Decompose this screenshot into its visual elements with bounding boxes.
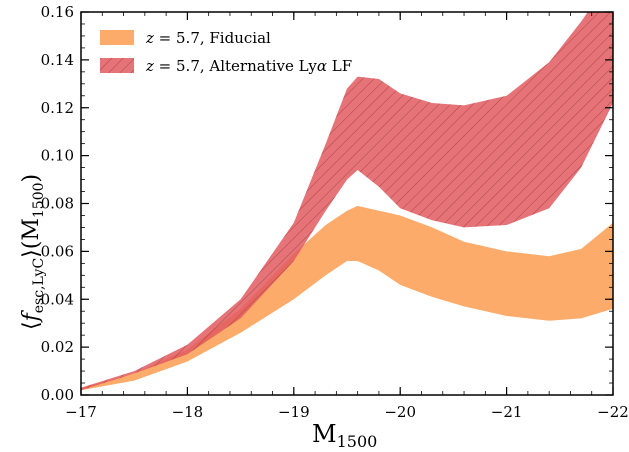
y-axis-title: ⟨fesc,LyC⟩(M1500) bbox=[19, 174, 47, 330]
y-tick-label: 0.14 bbox=[41, 51, 74, 69]
band-alternative-lya-hatch bbox=[81, 12, 613, 391]
plot-frame bbox=[80, 11, 614, 396]
legend-label-fiducial: z = 5.7, Fiducial bbox=[145, 29, 271, 47]
x-tick-label: −17 bbox=[65, 403, 97, 421]
y-tick-label: 0.08 bbox=[41, 195, 74, 213]
legend: z = 5.7, Fiducial z = 5.7, Alternative L… bbox=[100, 29, 352, 75]
x-tick-label: −22 bbox=[597, 403, 629, 421]
axis-ticks: −17 −18 −19 −20 −21 −22 0.00 0.02 0.04 0.06 0.08 0.… bbox=[41, 3, 629, 421]
y-tick-label: 0.16 bbox=[41, 3, 74, 21]
band-fiducial bbox=[81, 205, 613, 391]
y-tick-label: 0.02 bbox=[41, 338, 74, 356]
data-bands bbox=[81, 12, 613, 391]
x-axis-title: M1500 bbox=[312, 420, 377, 451]
x-tick-label: −19 bbox=[278, 403, 310, 421]
x-tick-label: −20 bbox=[384, 403, 416, 421]
x-tick-label: −21 bbox=[491, 403, 523, 421]
legend-swatch-hatch bbox=[100, 58, 134, 73]
y-tick-label: 0.06 bbox=[41, 242, 74, 260]
x-tick-label: −18 bbox=[172, 403, 204, 421]
y-tick-label: 0.00 bbox=[41, 386, 74, 404]
y-tick-label: 0.04 bbox=[41, 290, 74, 308]
legend-swatch-fiducial bbox=[100, 30, 134, 45]
y-tick-label: 0.12 bbox=[41, 99, 74, 117]
legend-label-alt-lya: z = 5.7, Alternative Lyα LF bbox=[145, 57, 352, 75]
y-tick-label: 0.10 bbox=[41, 147, 74, 165]
